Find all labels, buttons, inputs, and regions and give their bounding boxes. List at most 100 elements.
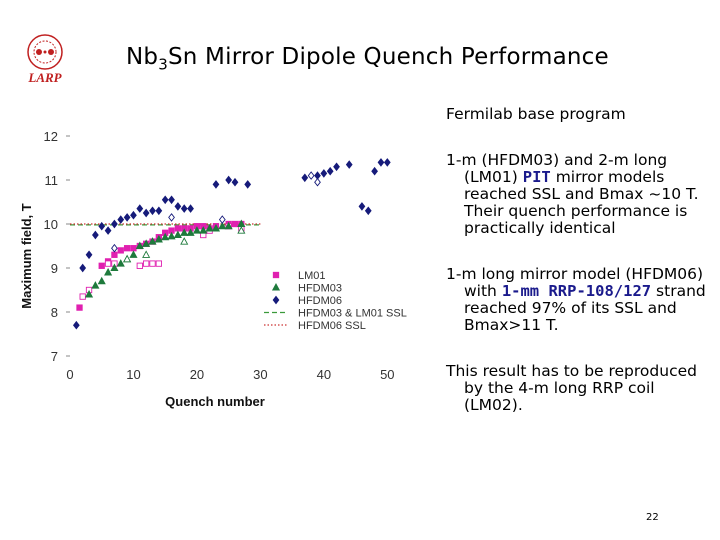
x-tick-label: 40 [317, 367, 331, 382]
legend-marker [271, 283, 281, 291]
data-point [85, 250, 93, 260]
legend-label: HFDM03 [298, 283, 342, 295]
legend-marker [272, 295, 280, 305]
y-axis-label: Maximum field, T [19, 203, 34, 309]
data-point [104, 226, 112, 235]
data-point [307, 171, 315, 180]
legend-label: HFDM06 SSL [298, 320, 366, 332]
data-point [174, 225, 182, 232]
data-point [244, 180, 252, 189]
larp-logo: LARP [27, 34, 63, 85]
y-tick-label: 9 [51, 261, 58, 276]
data-point [92, 230, 99, 240]
bullet-item: This result has to be reproduced by the … [446, 363, 716, 414]
data-point [161, 195, 169, 205]
y-tick-label: 8 [51, 305, 58, 320]
data-point [231, 177, 239, 187]
data-point [320, 169, 328, 178]
data-point [218, 221, 227, 230]
data-point [91, 281, 100, 289]
x-tick-label: 0 [66, 367, 73, 382]
bullet-item: 1-m (HFDM03) and 2-m long (LM01) PIT mir… [446, 152, 716, 237]
bullet-text: Fermilab base program [446, 105, 626, 123]
data-point [345, 160, 353, 169]
bullet-item: Fermilab base program [446, 106, 716, 123]
bullet-text: mirror models reached SSL and Bmax ~10 T… [464, 168, 699, 237]
data-point [155, 260, 162, 267]
data-point [383, 158, 391, 167]
data-point [142, 239, 151, 247]
data-point [212, 180, 220, 189]
quench-chart: 7 8 9 10 11 12 0 10 20 30 40 50 Quench number Maximum… [19, 129, 407, 409]
bullet-text: 1-mm RRP-108/127 [501, 282, 652, 300]
data-point [301, 173, 309, 183]
data-point [79, 263, 87, 273]
data-point [143, 260, 150, 267]
legend-marker [272, 271, 280, 279]
data-point [117, 215, 125, 224]
data-point [314, 177, 321, 187]
bullet-text: 1-m (HFDM03) and 2-m long (LM01) [446, 151, 668, 186]
data-point [142, 208, 150, 218]
data-point [130, 245, 137, 252]
data-point [231, 220, 239, 228]
data-point [76, 304, 83, 311]
x-tick-label: 50 [380, 367, 394, 382]
data-point [358, 202, 366, 211]
data-point [149, 260, 156, 267]
data-point [123, 213, 131, 222]
y-tick-label: 7 [51, 349, 58, 364]
x-tick-label: 20 [190, 367, 204, 382]
data-point [98, 221, 106, 231]
slide-title: Nb3Sn Mirror Dipole Quench Performance [126, 44, 609, 74]
data-point [110, 263, 119, 272]
logo-text: LARP [27, 70, 62, 85]
data-point [192, 226, 201, 234]
y-tick-label: 10 [44, 217, 58, 232]
data-point [72, 320, 80, 330]
data-point [155, 206, 163, 216]
data-point [111, 243, 118, 253]
data-point [180, 228, 189, 236]
data-point [97, 276, 106, 285]
x-axis-label: Quench number [165, 394, 265, 409]
page-number: 22 [646, 512, 659, 523]
data-point [135, 241, 144, 250]
data-point [117, 247, 124, 254]
y-tick-label: 12 [44, 129, 58, 144]
logo-ring-icon [27, 34, 63, 70]
data-point [142, 250, 151, 258]
data-point [377, 158, 385, 167]
data-point [104, 260, 112, 267]
data-point [371, 166, 378, 176]
bullet-text: 1-m long mirror model (HFDM06) with [446, 265, 704, 300]
bullet-text: This result has to be reproduced by the … [446, 362, 697, 414]
data-point [225, 175, 233, 185]
x-tick-label: 10 [126, 367, 140, 382]
x-tick-label: 30 [253, 367, 267, 382]
data-point [224, 221, 233, 230]
data-point [136, 262, 143, 269]
data-point [84, 289, 94, 298]
data-point [218, 215, 226, 224]
data-point [180, 237, 189, 245]
legend-label: HFDM06 [298, 295, 342, 307]
data-point [148, 237, 157, 245]
data-point [154, 234, 163, 243]
legend-label: HFDM03 & LM01 SSL [298, 308, 407, 320]
legend-label: LM01 [298, 270, 326, 282]
data-point [364, 206, 372, 216]
data-point [333, 162, 340, 172]
data-point [79, 293, 86, 300]
data-point [116, 259, 125, 267]
bullet-text: PIT [522, 168, 551, 186]
bullet-item: 1-m long mirror model (HFDM06) with 1-mm… [446, 266, 716, 334]
data-point [104, 267, 113, 276]
data-point [123, 245, 131, 252]
data-point [326, 166, 334, 176]
y-tick-label: 11 [45, 173, 59, 188]
data-point [205, 223, 214, 232]
data-point [129, 250, 138, 258]
data-point [136, 204, 144, 213]
bullet-list: Fermilab base program 1-m (HFDM03) and 2… [446, 106, 716, 443]
